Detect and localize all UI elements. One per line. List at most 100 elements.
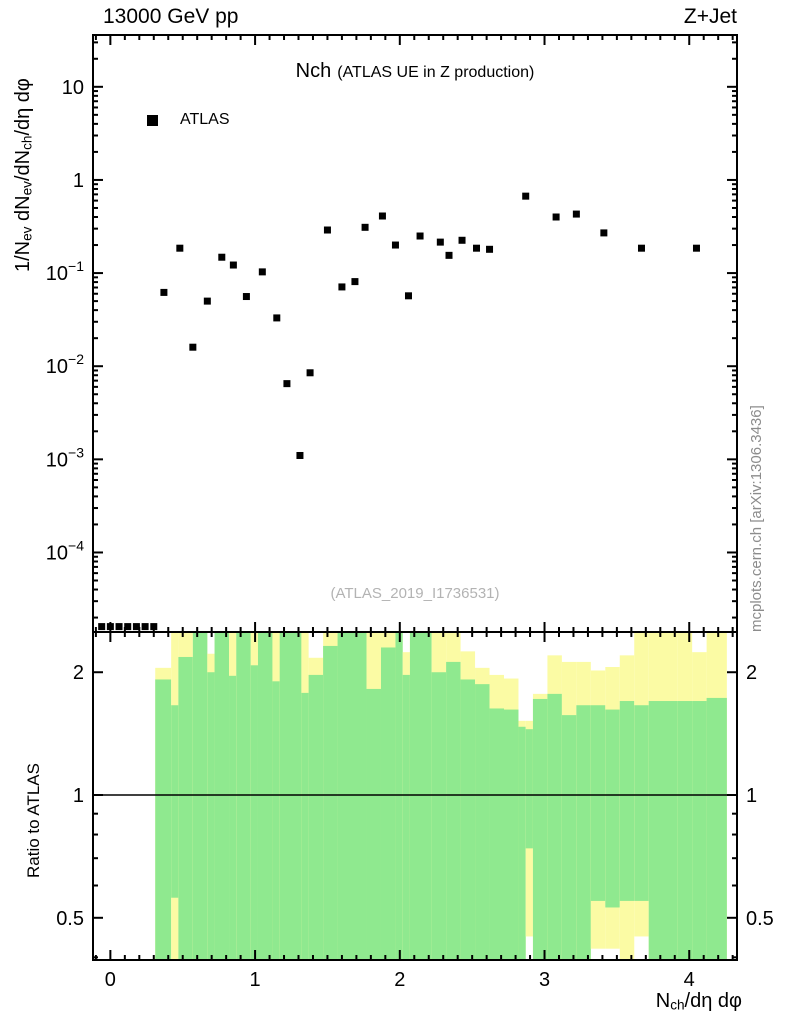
ratio-band-inner (155, 679, 172, 960)
data-point-marker (361, 223, 369, 231)
ratio-band-inner (460, 679, 476, 960)
data-point-marker (176, 244, 184, 252)
ratio-band-inner (619, 701, 635, 901)
y-axis-label-part: dN (12, 195, 34, 227)
ratio-band-inner (380, 647, 396, 960)
data-point-marker (203, 297, 211, 305)
ratio-band-inner (518, 726, 526, 960)
data-point-marker (189, 343, 197, 351)
x-tick-label: 3 (539, 969, 550, 991)
ratio-band-inner (171, 705, 179, 898)
ratio-band-inner (446, 661, 461, 960)
data-point-marker (445, 251, 453, 259)
ratio-axis-label: Ratio to ATLAS (24, 763, 43, 878)
data-point-marker (98, 623, 106, 631)
x-axis-label-part: N (655, 990, 671, 1012)
data-point-marker (436, 238, 444, 246)
ratio-band-inner (301, 692, 309, 960)
ratio-band-inner (532, 698, 548, 960)
y-tick-label: 1 (73, 170, 84, 192)
ratio-band-inner (308, 674, 324, 960)
data-point-marker (416, 232, 424, 240)
legend-marker-square-icon (147, 114, 158, 126)
ratio-band-inner (272, 681, 280, 960)
ratio-band-inner (192, 632, 208, 960)
process-label: Z+Jet (683, 5, 737, 28)
data-point-marker (572, 210, 580, 218)
data-point-marker (115, 623, 123, 631)
data-point-marker (458, 236, 466, 244)
data-point-marker (306, 369, 314, 377)
data-point-marker (404, 292, 412, 300)
x-tick-label: 4 (684, 969, 695, 991)
data-point-marker (323, 226, 331, 234)
ratio-band-inner (395, 632, 403, 960)
data-point-marker (141, 623, 149, 631)
ratio-tick-label-left: 0.5 (56, 908, 84, 930)
y-axis-label: 1/Nev dNev/dNch/dη dφ (12, 78, 35, 272)
ratio-band-inner (229, 675, 237, 960)
data-point-marker (473, 244, 481, 252)
x-tick-label: 2 (394, 969, 405, 991)
ratio-band-inner (214, 632, 230, 960)
ratio-band-inner (525, 729, 533, 849)
ratio-band-inner (605, 709, 620, 908)
y-axis-label-sub: ch (19, 135, 35, 150)
data-point-marker (160, 288, 168, 296)
x-axis-label-part: /dη dφ (684, 990, 742, 1012)
ratio-band-inner (409, 632, 432, 960)
plot-title-sub: (ATLAS UE in Z production) (337, 64, 535, 81)
data-point-marker (106, 623, 114, 631)
ratio-band-inner (257, 632, 273, 960)
plot-title-main: Nch (295, 60, 332, 82)
data-point-marker (391, 241, 399, 249)
ratio-band-inner (648, 701, 678, 960)
data-point-marker (258, 268, 266, 276)
y-axis-label-sub: ev (19, 226, 35, 241)
data-point-marker (600, 229, 608, 237)
ratio-band-inner (279, 632, 302, 960)
data-point-marker (242, 293, 250, 301)
analysis-id-watermark: (ATLAS_2019_I1736531) (330, 585, 500, 602)
y-tick-label: 10−4 (46, 537, 84, 564)
y-tick-label: 10−2 (46, 351, 84, 378)
data-point-marker (486, 245, 494, 253)
ratio-band-inner (692, 701, 707, 960)
ratio-band-inner (475, 684, 490, 960)
x-tick-label: 1 (250, 969, 261, 991)
ratio-band-inner (236, 632, 251, 960)
data-point-marker (229, 261, 237, 269)
ratio-tick-label-left: 1 (73, 785, 84, 807)
ratio-band-inner (431, 672, 447, 960)
data-point-marker (218, 253, 226, 261)
y-axis-label-part: /dη dφ (12, 78, 34, 136)
data-point-marker (692, 244, 700, 252)
ratio-band-inner (323, 645, 338, 960)
ratio-band-inner (634, 705, 649, 901)
y-tick-label: 10−1 (46, 258, 84, 285)
data-point-marker (351, 278, 359, 286)
data-point-marker (378, 212, 386, 220)
ratio-band-inner (590, 705, 606, 901)
ratio-band-inner (207, 672, 215, 960)
ratio-panel-frame (92, 631, 738, 961)
data-point-marker (552, 213, 560, 221)
y-axis-label-sub: ev (19, 181, 35, 196)
ratio-tick-label-right: 0.5 (746, 908, 774, 930)
data-point-marker (150, 623, 158, 631)
ratio-band-inner (337, 632, 367, 960)
y-tick-label: 10 (62, 77, 84, 99)
data-point-marker (296, 451, 304, 459)
ratio-band-inner (576, 705, 591, 960)
data-point-marker (338, 283, 346, 291)
ratio-band-inner (250, 665, 258, 960)
y-axis-label-part: 1/N (12, 240, 34, 272)
ratio-band-inner (366, 688, 381, 960)
ratio-band-inner (677, 701, 693, 960)
x-axis-label-sub: ch (670, 997, 685, 1013)
x-axis-label: Nch/dη dφ (656, 990, 742, 1013)
ratio-band-inner (706, 697, 727, 960)
data-point-marker (132, 623, 140, 631)
legend: ATLAS (147, 111, 230, 129)
